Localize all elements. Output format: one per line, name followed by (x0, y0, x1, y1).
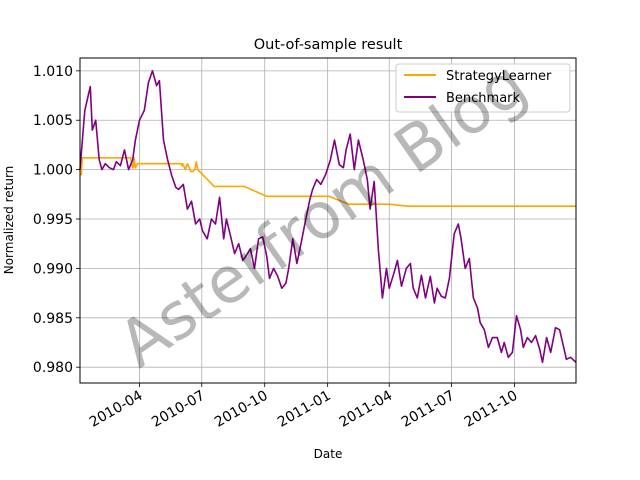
y-tick-label: 1.000 (33, 163, 73, 179)
y-axis-label: Normalized return (2, 166, 16, 275)
y-tick-label: 0.990 (33, 261, 73, 277)
y-tick-label: 1.005 (33, 113, 73, 129)
series-lines (79, 70, 577, 364)
series-line-strategylearner (80, 157, 576, 207)
legend: StrategyLearner Benchmark (395, 63, 571, 113)
chart-title: Out-of-sample result (254, 37, 403, 53)
legend-label-strategy: StrategyLearner (446, 69, 552, 84)
y-tick-label: 0.985 (33, 311, 73, 327)
legend-box (395, 63, 571, 113)
series-line-benchmark (79, 70, 577, 364)
legend-label-benchmark: Benchmark (446, 91, 521, 106)
y-axis-ticks: 1.010 1.005 1.000 0.995 0.990 0.985 0.980 (33, 64, 80, 376)
y-tick-label: 0.995 (33, 212, 73, 228)
y-tick-label: 1.010 (33, 64, 73, 80)
x-axis-label: Date (314, 447, 343, 461)
y-tick-label: 0.980 (33, 360, 73, 376)
